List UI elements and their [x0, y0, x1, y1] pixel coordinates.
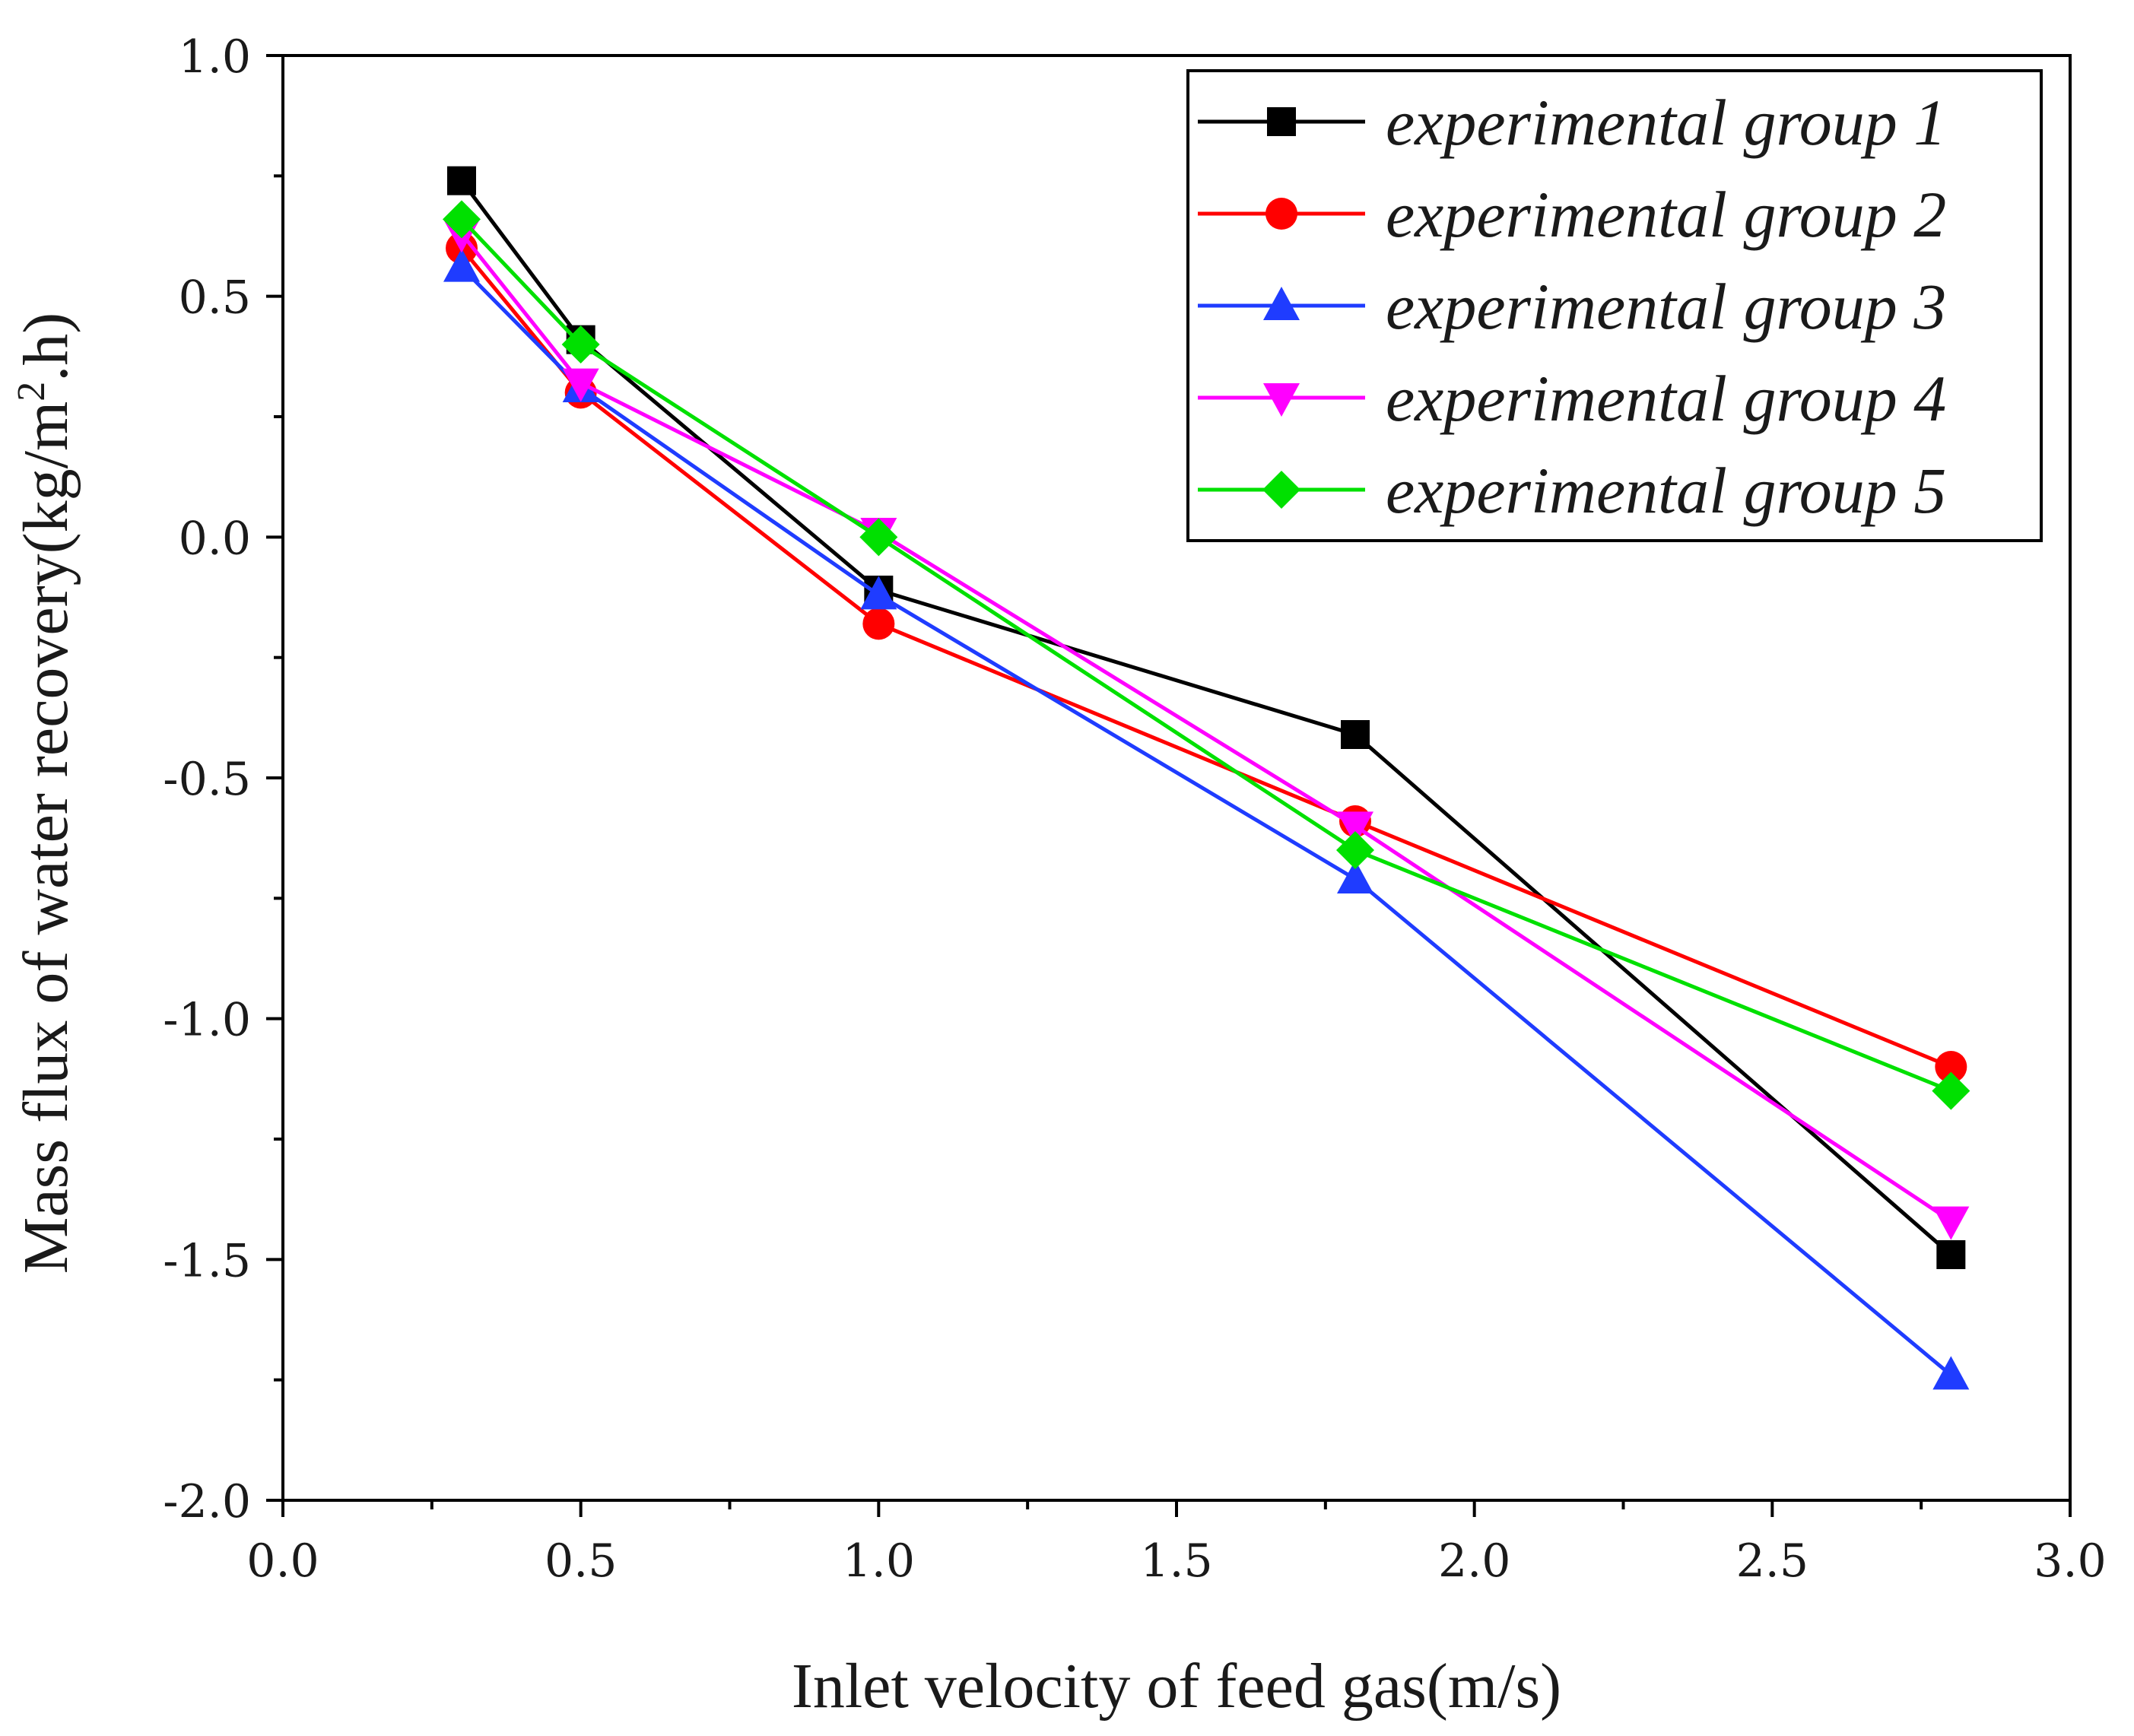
y-axis-title-main: Mass flux of water recovery(kg/m — [11, 401, 81, 1274]
data-point — [1337, 811, 1373, 846]
data-point — [447, 166, 476, 195]
y-tick-label: 0.5 — [179, 271, 251, 325]
y-tick-label: 1.0 — [179, 30, 251, 84]
data-point — [862, 608, 895, 640]
y-tick-label: -1.5 — [163, 1234, 251, 1287]
y-tick-label: -2.0 — [163, 1475, 251, 1528]
series-3 — [443, 248, 1970, 1390]
series-5 — [443, 200, 1970, 1110]
legend-marker — [1263, 287, 1300, 320]
data-point — [1337, 860, 1373, 893]
data-point — [561, 325, 600, 363]
x-tick-label: 1.5 — [1140, 1534, 1212, 1588]
legend-label: experimental group 3 — [1386, 270, 1946, 343]
data-point — [1932, 1356, 1970, 1390]
data-point — [443, 248, 480, 282]
legend-entry: experimental group 1 — [1198, 86, 1946, 159]
data-point — [1341, 720, 1370, 749]
x-tick-label: 2.0 — [1438, 1534, 1510, 1588]
axis-titles: Inlet velocity of feed gas(m/s) Mass flu… — [10, 313, 1561, 1722]
data-point — [1936, 1240, 1966, 1269]
legend-marker — [1265, 198, 1297, 230]
legend-marker — [1262, 471, 1300, 509]
y-tick-label: 0.0 — [179, 512, 251, 565]
x-tick-label: 3.0 — [2034, 1534, 2106, 1588]
y-axis-title-tail: .h) — [11, 313, 81, 382]
axes: 0.0 0.5 1.0 1.5 2.0 2.5 3.0 -2.0 -1.5 -1.0 -0.5 0.0… — [163, 30, 2106, 1588]
x-tick-label: 2.5 — [1736, 1534, 1809, 1588]
data-point — [443, 200, 481, 239]
data-point — [1935, 1051, 1967, 1083]
y-axis-title-superscript: 2 — [10, 382, 53, 401]
series-layer — [443, 166, 1970, 1390]
legend-label: experimental group 2 — [1386, 178, 1946, 251]
legend-label: experimental group 4 — [1386, 362, 1946, 435]
data-point — [859, 518, 898, 557]
data-point — [860, 576, 897, 610]
data-point — [1932, 1206, 1970, 1240]
legend-box — [1186, 69, 2043, 542]
legend-marker — [1263, 383, 1300, 417]
y-tick-label: -0.5 — [163, 753, 251, 806]
data-point — [562, 368, 599, 402]
legend-marker — [1267, 107, 1296, 136]
legend-entry: experimental group 3 — [1198, 270, 1946, 343]
legend-label: experimental group 5 — [1386, 454, 1946, 527]
legend-entry: experimental group 5 — [1198, 454, 1946, 527]
x-tick-label: 0.5 — [545, 1534, 617, 1588]
legend-entry: experimental group 4 — [1198, 362, 1946, 435]
data-point — [1932, 1071, 1970, 1110]
legend-entry: experimental group 2 — [1198, 178, 1946, 251]
y-tick-label: -1.0 — [163, 994, 251, 1047]
x-tick-label: 1.0 — [843, 1534, 915, 1588]
x-tick-label: 0.0 — [246, 1534, 319, 1588]
legend-label: experimental group 1 — [1386, 86, 1946, 159]
x-axis-title: Inlet velocity of feed gas(m/s) — [792, 1651, 1561, 1722]
data-point — [1336, 831, 1374, 869]
y-axis-title: Mass flux of water recovery(kg/m2.h) — [10, 313, 81, 1274]
legend: experimental group 1 experimental group 2… — [1186, 69, 2043, 542]
